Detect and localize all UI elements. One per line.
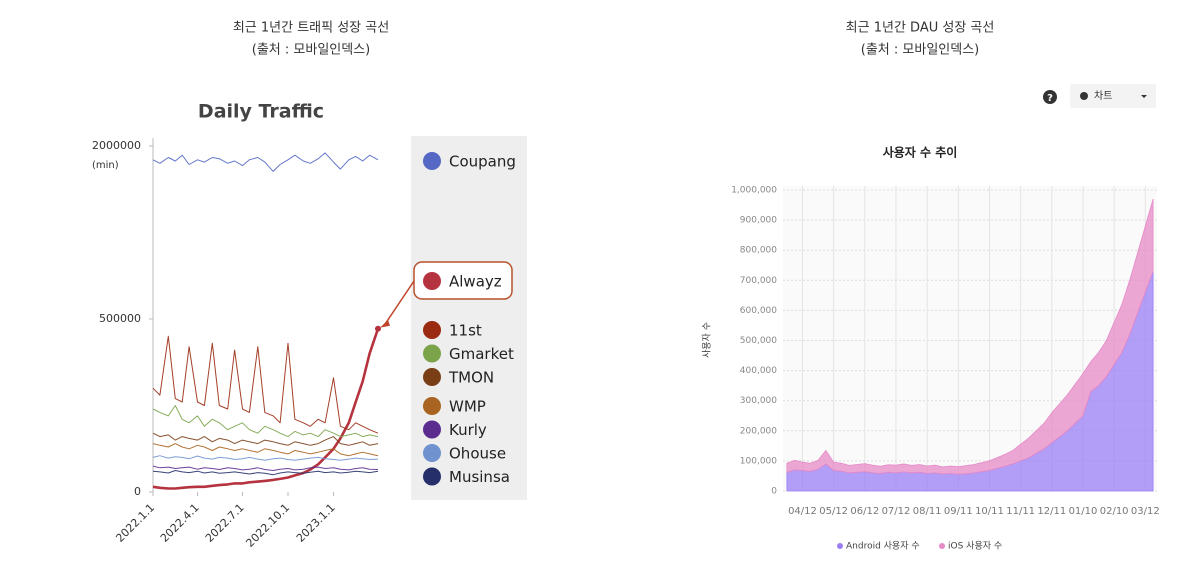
caption-source: (출처 : 모바일인덱스) <box>861 43 979 58</box>
x-tick-label: 12/11 <box>1037 506 1066 517</box>
legend-swatch <box>423 420 441 439</box>
chart-title: Daily Traffic <box>198 101 324 123</box>
x-tick-label: 02/10 <box>1100 506 1129 517</box>
series-line <box>152 465 379 471</box>
series-line <box>152 152 379 172</box>
x-tick-label: 03/12 <box>1131 506 1160 517</box>
x-tick-label: 08/11 <box>913 506 942 517</box>
y-axis-label: 사용자 수 <box>702 322 713 358</box>
y-unit: (min) <box>92 160 119 171</box>
legend-label: Gmarket <box>449 345 514 363</box>
x-tick-label: 01/10 <box>1069 506 1098 517</box>
legend-swatch <box>423 397 441 415</box>
chart-title: 사용자 수 추이 <box>883 145 958 160</box>
y-tick-label: 500000 <box>99 312 141 325</box>
series-end-dot <box>375 325 381 332</box>
legend-label: Android 사용자 수 <box>846 541 920 552</box>
legend-label: iOS 사용자 수 <box>948 541 1002 552</box>
x-tick-label: 2022.10.1 <box>243 501 292 550</box>
x-tick-label: 10/11 <box>975 506 1004 517</box>
help-label[interactable]: ? <box>1047 93 1053 104</box>
legend-panel <box>411 136 527 500</box>
legend-swatch <box>423 467 441 486</box>
x-tick-label: 2023.1.1 <box>294 501 338 545</box>
dropdown-label[interactable]: 차트 <box>1094 90 1112 102</box>
caption-title: 최근 1년간 트래픽 성장 곡선 <box>233 21 389 36</box>
legend-label: Alwayz <box>449 273 502 291</box>
caption-title: 최근 1년간 DAU 성장 곡선 <box>846 21 995 36</box>
y-tick-label: 900,000 <box>740 216 777 226</box>
series-line <box>152 443 379 457</box>
y-tick-label: 2000000 <box>92 139 141 152</box>
y-tick-label: 100,000 <box>740 456 777 466</box>
pie-icon <box>1080 92 1088 100</box>
dropdown-box[interactable] <box>1070 84 1156 108</box>
legend-swatch <box>423 344 441 363</box>
y-tick-label: 300,000 <box>740 396 777 406</box>
series-line <box>152 405 379 438</box>
legend-swatch <box>423 152 441 170</box>
x-tick-label: 04/12 <box>788 506 817 517</box>
series-area <box>786 198 1154 475</box>
y-tick-label: 1,000,000 <box>731 186 777 196</box>
legend-swatch <box>423 368 441 386</box>
y-tick-label: 500,000 <box>740 336 777 346</box>
help-icon[interactable] <box>1043 90 1057 104</box>
y-tick-label: 0 <box>771 487 777 497</box>
help-button[interactable]: ? <box>1043 90 1057 104</box>
legend-highlight <box>413 261 513 300</box>
series-line <box>152 432 379 446</box>
legend-swatch <box>423 321 441 339</box>
highlight-arrow <box>383 280 415 327</box>
series-line <box>152 335 379 434</box>
legend-label: Kurly <box>449 421 487 439</box>
series-line <box>152 455 379 461</box>
view-dropdown[interactable]: 차트 <box>1070 84 1156 108</box>
legend-label: Musinsa <box>449 468 510 486</box>
legend-label: TMON <box>448 369 494 387</box>
y-tick-label: 800,000 <box>740 246 777 256</box>
legend-label: Coupang <box>449 153 516 171</box>
x-tick-label: 2022.1.1 <box>113 501 157 545</box>
x-tick-label: 06/12 <box>850 506 879 517</box>
series-line <box>152 470 379 476</box>
caret <box>1141 95 1147 98</box>
x-tick-label: 2022.4.1 <box>158 501 202 545</box>
x-tick-label: 11/11 <box>1006 506 1035 517</box>
series-line <box>152 328 380 490</box>
y-tick-label: 0 <box>134 485 141 498</box>
legend-swatch <box>423 272 441 290</box>
caption-source: (출처 : 모바일인덱스) <box>252 43 370 58</box>
y-tick-label: 600,000 <box>740 306 777 316</box>
y-tick-label: 700,000 <box>740 276 777 286</box>
legend-label: 11st <box>449 322 482 340</box>
y-tick-label: 400,000 <box>740 366 777 376</box>
legend-swatch <box>939 543 945 549</box>
y-tick-label: 200,000 <box>740 426 777 436</box>
arrow-head <box>380 319 390 328</box>
x-tick-label: 09/11 <box>944 506 973 517</box>
x-tick-label: 05/12 <box>819 506 848 517</box>
legend-swatch <box>423 444 441 462</box>
legend-label: WMP <box>449 398 486 416</box>
x-tick-label: 07/12 <box>882 506 911 517</box>
legend-swatch <box>837 543 843 549</box>
legend-label: Ohouse <box>449 445 506 463</box>
x-tick-label: 2022.7.1 <box>203 501 247 545</box>
